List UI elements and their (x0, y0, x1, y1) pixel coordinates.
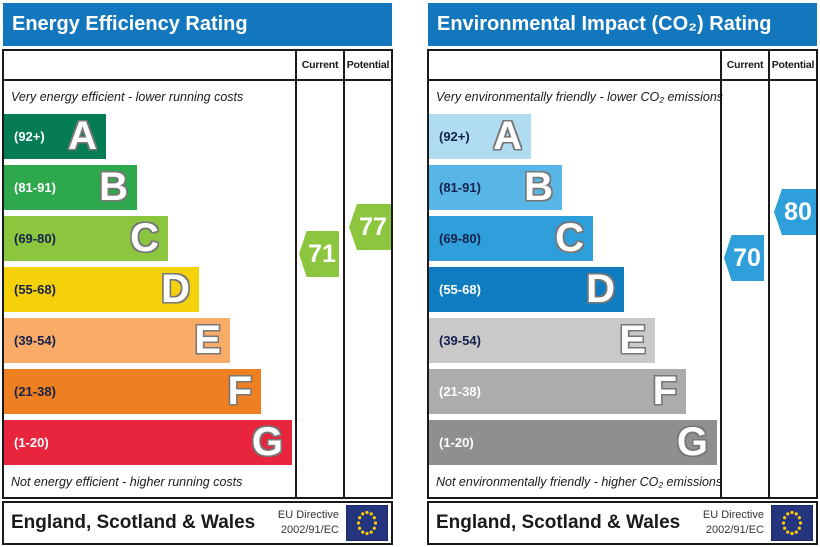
column-divider (720, 51, 722, 497)
band-letter: B (99, 165, 128, 209)
band-range-label: (69-80) (439, 231, 481, 246)
band-range-label: (1-20) (439, 435, 474, 450)
rating-chart: Current Potential Very energy efficient … (2, 49, 393, 499)
footer: England, Scotland & Wales EU Directive 2… (2, 501, 393, 545)
rating-band-d: (55-68) D (4, 267, 199, 312)
band-letter: D (586, 267, 615, 311)
band-letter: A (68, 114, 97, 158)
energy-efficiency-panel: Energy Efficiency Rating Current Potenti… (2, 0, 393, 547)
band-range-label: (21-38) (439, 384, 481, 399)
band-letter: G (251, 420, 283, 464)
rating-band-d: (55-68) D (429, 267, 624, 312)
eu-directive-line2: 2002/91/EC (705, 524, 764, 536)
current-column-header: Current (726, 59, 764, 71)
band-letter: C (130, 216, 159, 260)
band-range-label: (69-80) (14, 231, 56, 246)
rating-band-e: (39-54) E (4, 318, 230, 363)
band-range-label: (92+) (439, 129, 470, 144)
band-letter: F (227, 369, 252, 413)
eu-directive-line1: EU Directive (277, 509, 339, 521)
band-range-label: (55-68) (14, 282, 56, 297)
footer: England, Scotland & Wales EU Directive 2… (427, 501, 818, 545)
rating-band-f: (21-38) F (4, 369, 261, 414)
rating-band-e: (39-54) E (429, 318, 655, 363)
eu-directive-label: EU Directive 2002/91/EC (703, 508, 764, 538)
eu-flag-icon (346, 505, 388, 541)
band-letter: B (524, 165, 553, 209)
band-letter: F (652, 369, 677, 413)
rating-band-b: (81-91) B (4, 165, 137, 210)
top-caption: Very environmentally friendly - lower CO… (436, 90, 724, 104)
column-divider (295, 51, 297, 497)
eu-directive-line1: EU Directive (702, 509, 764, 521)
potential-rating-indicator: 80 (774, 189, 816, 235)
column-divider (343, 51, 345, 497)
potential-rating-value: 80 (784, 197, 812, 226)
band-range-label: (39-54) (14, 333, 56, 348)
bottom-caption: Not environmentally friendly - higher CO… (436, 475, 723, 489)
region-label: England, Scotland & Wales (11, 512, 256, 533)
rating-bands: (92+) A (81-91) B (69-80) C (55-68) D (3… (4, 114, 295, 465)
band-letter: C (555, 216, 584, 260)
potential-column-header: Potential (771, 59, 815, 71)
rating-band-g: (1-20) G (4, 420, 292, 465)
potential-column-header: Potential (346, 59, 390, 71)
rating-bands: (92+) A (81-91) B (69-80) C (55-68) D (3… (429, 114, 720, 465)
band-range-label: (81-91) (439, 180, 481, 195)
rating-band-g: (1-20) G (429, 420, 717, 465)
region-label: England, Scotland & Wales (436, 512, 681, 533)
potential-rating-indicator: 77 (349, 204, 391, 250)
band-range-label: (55-68) (439, 282, 481, 297)
rating-band-c: (69-80) C (429, 216, 593, 261)
band-letter: D (161, 267, 190, 311)
current-rating-value: 70 (733, 243, 761, 272)
header-divider (4, 79, 391, 81)
current-column-header: Current (301, 59, 339, 71)
band-letter: A (493, 114, 522, 158)
rating-band-b: (81-91) B (429, 165, 562, 210)
rating-band-c: (69-80) C (4, 216, 168, 261)
band-range-label: (81-91) (14, 180, 56, 195)
band-range-label: (1-20) (14, 435, 49, 450)
environmental-impact-panel: Environmental Impact (CO₂) Rating Curren… (427, 0, 818, 547)
eu-directive-label: EU Directive 2002/91/EC (278, 508, 339, 538)
band-range-label: (92+) (14, 129, 45, 144)
top-caption: Very energy efficient - lower running co… (11, 90, 244, 104)
rating-band-a: (92+) A (4, 114, 106, 159)
current-rating-indicator: 71 (299, 231, 339, 277)
band-range-label: (21-38) (14, 384, 56, 399)
band-letter: E (619, 318, 646, 362)
bottom-caption: Not energy efficient - higher running co… (11, 475, 243, 489)
eu-directive-line2: 2002/91/EC (280, 524, 339, 536)
band-range-label: (39-54) (439, 333, 481, 348)
panel-title: Environmental Impact (CO₂) Rating (428, 3, 817, 46)
potential-rating-value: 77 (359, 212, 387, 241)
current-rating-indicator: 70 (724, 235, 764, 281)
column-divider (768, 51, 770, 497)
band-letter: G (676, 420, 708, 464)
eu-flag-icon (771, 505, 813, 541)
current-rating-value: 71 (308, 239, 336, 268)
rating-band-f: (21-38) F (429, 369, 686, 414)
header-divider (429, 79, 816, 81)
rating-chart: Current Potential Very environmentally f… (427, 49, 818, 499)
band-letter: E (194, 318, 221, 362)
panel-title: Energy Efficiency Rating (3, 3, 392, 46)
rating-band-a: (92+) A (429, 114, 531, 159)
